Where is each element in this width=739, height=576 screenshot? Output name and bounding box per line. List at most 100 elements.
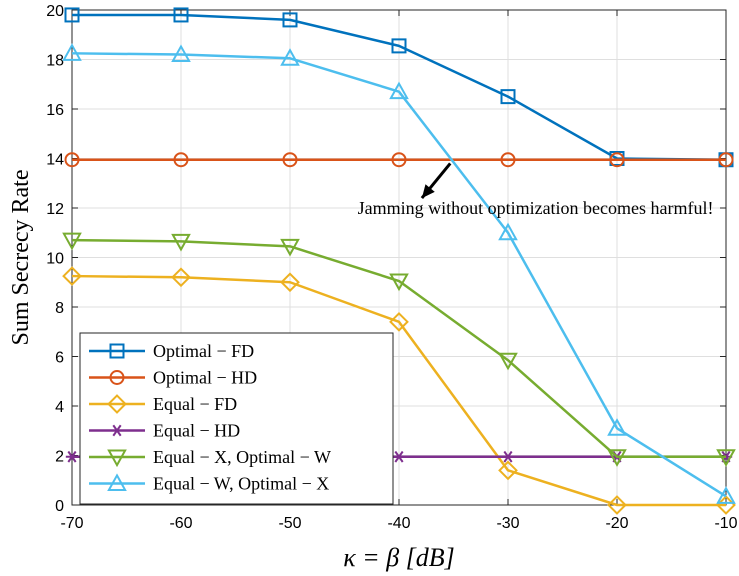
x-tick-label: -20 — [605, 515, 628, 532]
marker-diamond — [389, 311, 409, 332]
data-point — [280, 272, 300, 293]
data-point — [498, 222, 518, 241]
y-tick-label: 2 — [55, 449, 64, 466]
data-point — [498, 460, 518, 481]
data-point — [171, 267, 191, 288]
legend-label: Equal − HD — [153, 421, 240, 441]
marker-square — [64, 7, 80, 23]
legend-box — [79, 332, 394, 505]
marker-triangle-down — [716, 449, 736, 467]
data-point — [173, 7, 189, 23]
marker-diamond — [607, 495, 627, 515]
marker-asterisk — [67, 450, 77, 463]
marker-diamond — [171, 267, 191, 288]
x-tick-label: -10 — [714, 515, 737, 532]
marker-triangle-up — [498, 222, 518, 241]
marker-diamond — [62, 266, 82, 286]
marker-circle — [718, 152, 734, 168]
marker-triangle-down — [280, 238, 300, 257]
legend-entry: Equal − FD — [89, 394, 237, 414]
y-tick-label: 4 — [55, 399, 64, 416]
annotation-arrow-head — [421, 184, 435, 199]
data-point — [282, 12, 298, 28]
annotation-text: Jamming without optimization becomes har… — [358, 198, 714, 218]
data-point — [607, 418, 627, 436]
x-axis-title: κ = β [dB] — [343, 543, 455, 572]
x-tick-label: -30 — [496, 515, 519, 532]
annotation: Jamming without optimization becomes har… — [358, 162, 714, 218]
marker-triangle-up — [107, 473, 127, 491]
axes: -70 -60 -50 -40 -30 -20 -10 0 2 4 6 8 10 12 14 16 18 20 — [46, 3, 737, 532]
legend: Optimal − FD Optimal − HD Equal − FD Equal … — [79, 332, 394, 505]
data-point — [501, 450, 515, 463]
data-point — [500, 152, 516, 168]
y-tick-label: 20 — [46, 3, 64, 20]
x-tick-label: -70 — [60, 515, 83, 532]
marker-circle — [500, 152, 516, 168]
legend-entry: Equal − W, Optimal − X — [89, 473, 329, 494]
data-point — [498, 352, 518, 371]
marker-circle — [282, 152, 298, 168]
data-point — [171, 44, 191, 63]
data-point — [392, 450, 406, 463]
marker-diamond — [107, 394, 127, 414]
data-point — [62, 266, 82, 286]
y-tick-label: 8 — [55, 300, 64, 317]
marker-triangle-down — [171, 233, 191, 252]
marker-square — [173, 7, 189, 23]
marker-triangle-up — [716, 486, 736, 504]
marker-circle — [391, 152, 407, 168]
data-point — [500, 89, 516, 105]
data-point — [64, 152, 80, 168]
y-axis-title: Sum Secrecy Rate — [8, 170, 34, 346]
legend-label: Optimal − FD — [153, 341, 254, 361]
series-line — [71, 52, 727, 498]
marker-asterisk — [394, 450, 404, 463]
data-point — [391, 38, 407, 54]
data-point — [65, 450, 79, 463]
data-point — [716, 486, 736, 504]
series-2 — [64, 152, 734, 168]
y-tick-label: 0 — [55, 498, 64, 515]
marker-triangle-down — [498, 352, 518, 371]
data-point — [64, 7, 80, 23]
marker-triangle-down — [389, 273, 409, 292]
marker-circle — [173, 152, 189, 168]
series-5 — [62, 232, 736, 467]
marker-square — [391, 38, 407, 54]
marker-diamond — [498, 460, 518, 481]
series-6 — [62, 43, 736, 504]
data-point — [282, 152, 298, 168]
y-tick-label: 18 — [46, 53, 64, 70]
data-point — [62, 232, 82, 251]
marker-triangle-down — [62, 232, 82, 251]
y-tick-label: 10 — [46, 251, 64, 268]
data-point — [607, 449, 627, 467]
legend-entry: Equal − HD — [89, 421, 240, 441]
legend-entry: Optimal − HD — [89, 368, 257, 388]
y-tick-label: 14 — [46, 152, 64, 169]
marker-circle — [64, 152, 80, 168]
y-tick-label: 16 — [46, 102, 64, 119]
marker-circle — [609, 152, 625, 168]
x-tick-label: -60 — [169, 515, 192, 532]
data-point — [389, 81, 409, 100]
data-point — [391, 152, 407, 168]
series-line — [71, 274, 726, 507]
marker-triangle-up — [62, 43, 82, 61]
y-tick-label: 6 — [55, 350, 64, 367]
marker-square — [109, 343, 125, 359]
marker-triangle-up — [389, 81, 409, 100]
marker-triangle-up — [280, 48, 300, 66]
legend-entry: Equal − X, Optimal − W — [89, 447, 331, 468]
marker-triangle-down — [107, 449, 127, 468]
data-point — [280, 238, 300, 257]
marker-square — [282, 12, 298, 28]
y-tick-label: 12 — [46, 201, 64, 218]
data-point — [62, 43, 82, 61]
legend-label: Equal − FD — [153, 394, 237, 414]
data-point — [171, 233, 191, 252]
marker-triangle-down — [607, 449, 627, 467]
data-point — [389, 311, 409, 332]
legend-label: Equal − X, Optimal − W — [153, 447, 331, 467]
